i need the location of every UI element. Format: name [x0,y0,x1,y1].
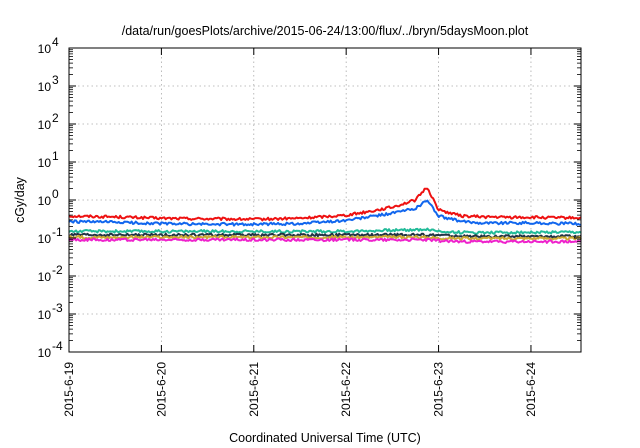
x-tick-labels: 2015-6-19 2015-6-20 2015-6-21 2015-6-22 2015… [62,362,538,417]
chart-title: /data/run/goesPlots/archive/2015-06-24/1… [122,24,529,38]
y-tick-exponent: -1 [52,225,63,239]
x-tick-label: 2015-6-23 [432,362,446,417]
y-tick-label: 10 [38,80,52,94]
y-axis-label: cGy/day [13,176,27,223]
y-tick-exponent: -4 [52,339,63,353]
series-line [68,234,582,241]
axis-ticks [68,47,581,353]
series-line [69,232,582,239]
x-tick-label: 2015-6-22 [339,362,353,417]
y-tick-exponent: 4 [52,35,59,49]
series-lines [68,187,582,244]
y-tick-label: 10 [38,346,52,360]
grid-lines [69,48,581,352]
x-tick-label: 2015-6-21 [247,362,261,417]
y-tick-label: 10 [38,118,52,132]
y-tick-exponent: 0 [52,187,59,201]
series-line [68,237,582,244]
x-tick-label: 2015-6-20 [154,362,168,417]
x-tick-label: 2015-6-24 [524,362,538,417]
y-tick-exponent: 1 [52,149,59,163]
y-tick-label: 10 [38,270,52,284]
y-tick-label: 10 [38,232,52,246]
series-line [68,199,582,227]
x-tick-label: 2015-6-19 [62,362,76,417]
y-tick-exponent: 2 [52,111,59,125]
series-line [68,187,582,222]
y-tick-label: 10 [38,156,52,170]
x-axis-label: Coordinated Universal Time (UTC) [229,431,421,445]
y-tick-exponent: 3 [52,73,59,87]
y-tick-label: 10 [38,42,52,56]
y-tick-label: 10 [38,308,52,322]
y-tick-label: 10 [38,194,52,208]
y-tick-exponent: -2 [52,263,63,277]
y-tick-exponent: -3 [52,301,63,315]
series-line [68,227,582,235]
